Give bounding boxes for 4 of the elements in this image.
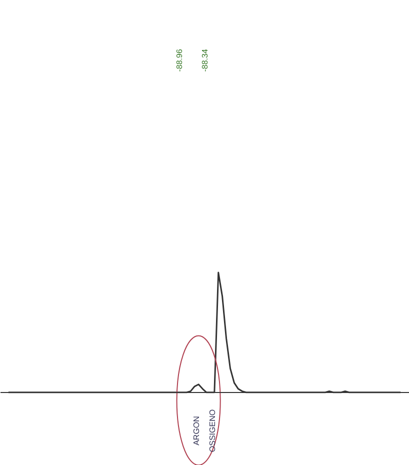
text: ARGON: [192, 416, 202, 446]
text: OSSIGENO: [208, 409, 217, 452]
text: -88.34: [200, 48, 210, 72]
text: -88.96: [174, 48, 184, 72]
